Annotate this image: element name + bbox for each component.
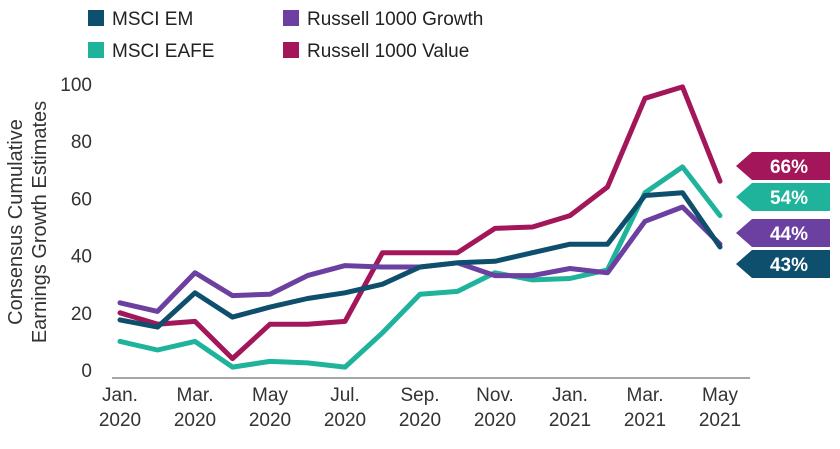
y-tick-label: 80 — [71, 132, 92, 153]
y-tick-label: 20 — [71, 304, 92, 325]
x-tick-year: 2020 — [324, 410, 366, 431]
series-group — [117, 84, 723, 370]
x-tick-year: 2021 — [624, 410, 666, 431]
legend-swatch-russell-1000-growth — [283, 10, 299, 26]
x-tick-month: Jan. — [552, 385, 588, 406]
x-tick-year: 2020 — [249, 410, 291, 431]
x-tick-month: Nov. — [476, 385, 514, 406]
y-tick-label: 0 — [81, 361, 92, 382]
x-tick-month: Jan. — [102, 385, 138, 406]
x-tick-year: 2021 — [699, 410, 741, 431]
end-label-text: 66% — [770, 157, 808, 178]
x-tick-label: Mar. 2021 — [624, 385, 666, 431]
x-tick-label: May 2020 — [249, 385, 291, 431]
end-label-text: 43% — [770, 255, 808, 276]
y-axis-title-line-2: Earnings Growth Estimates — [29, 101, 51, 343]
x-tick-year: 2020 — [399, 410, 441, 431]
legend-swatch-russell-1000-value — [283, 42, 299, 58]
y-tick-label: 100 — [60, 75, 92, 96]
x-axis-ticks: Jan.2020Mar.2020May2020Jul.2020Sep.2020N… — [99, 385, 741, 431]
legend-label-msci-eafe: MSCI EAFE — [112, 41, 214, 62]
x-tick-label: Jan. 2021 — [549, 385, 591, 431]
x-tick-month: Sep. — [400, 385, 439, 406]
x-tick-month: May — [702, 385, 738, 406]
end-label-msci-em: 43% — [736, 250, 830, 278]
end-labels-group: 66% 54% 44% 43% — [736, 152, 830, 278]
end-label-text: 54% — [770, 188, 808, 209]
end-label-russell-1000-growth: 44% — [736, 219, 830, 247]
end-label-msci-eafe: 54% — [736, 183, 830, 211]
x-tick-year: 2020 — [474, 410, 516, 431]
x-tick-year: 2020 — [174, 410, 216, 431]
legend-label-russell-1000-value: Russell 1000 Value — [307, 41, 469, 62]
x-tick-label: Jul. 2020 — [324, 385, 366, 431]
legend-swatch-msci-eafe — [88, 42, 104, 58]
legend: MSCI EM Russell 1000 Growth MSCI EAFE Russe… — [88, 9, 483, 62]
end-label-arrow — [736, 183, 830, 211]
x-tick-month: Jul. — [330, 385, 360, 406]
series-line-russell-1000-value — [117, 84, 723, 362]
x-tick-month: Mar. — [627, 385, 664, 406]
end-label-arrow — [736, 250, 830, 278]
y-axis-title: Consensus Cumulative Earnings Growth Esti… — [5, 101, 51, 343]
x-tick-year: 2020 — [99, 410, 141, 431]
x-tick-label: Mar. 2020 — [174, 385, 216, 431]
y-axis-title-line-1: Consensus Cumulative — [5, 119, 27, 325]
y-axis-ticks: 0 20 40 60 80 100 — [60, 75, 92, 382]
end-label-arrow — [736, 152, 830, 180]
legend-swatch-msci-em — [88, 10, 104, 26]
y-tick-label: 40 — [71, 247, 92, 268]
x-tick-label: Nov. 2020 — [474, 385, 516, 431]
end-label-text: 44% — [770, 224, 808, 245]
x-tick-label: Jan. 2020 — [99, 385, 141, 431]
legend-label-russell-1000-growth: Russell 1000 Growth — [307, 9, 483, 30]
x-tick-month: May — [252, 385, 288, 406]
series-line-msci-eafe — [117, 164, 723, 370]
series-line-msci-em — [117, 190, 723, 330]
end-label-russell-1000-value: 66% — [736, 152, 830, 180]
x-tick-year: 2021 — [549, 410, 591, 431]
x-tick-month: Mar. — [177, 385, 214, 406]
legend-label-msci-em: MSCI EM — [112, 9, 193, 30]
x-tick-label: May 2021 — [699, 385, 741, 431]
x-tick-label: Sep. 2020 — [399, 385, 441, 431]
end-label-arrow — [736, 219, 830, 247]
y-tick-label: 60 — [71, 189, 92, 210]
